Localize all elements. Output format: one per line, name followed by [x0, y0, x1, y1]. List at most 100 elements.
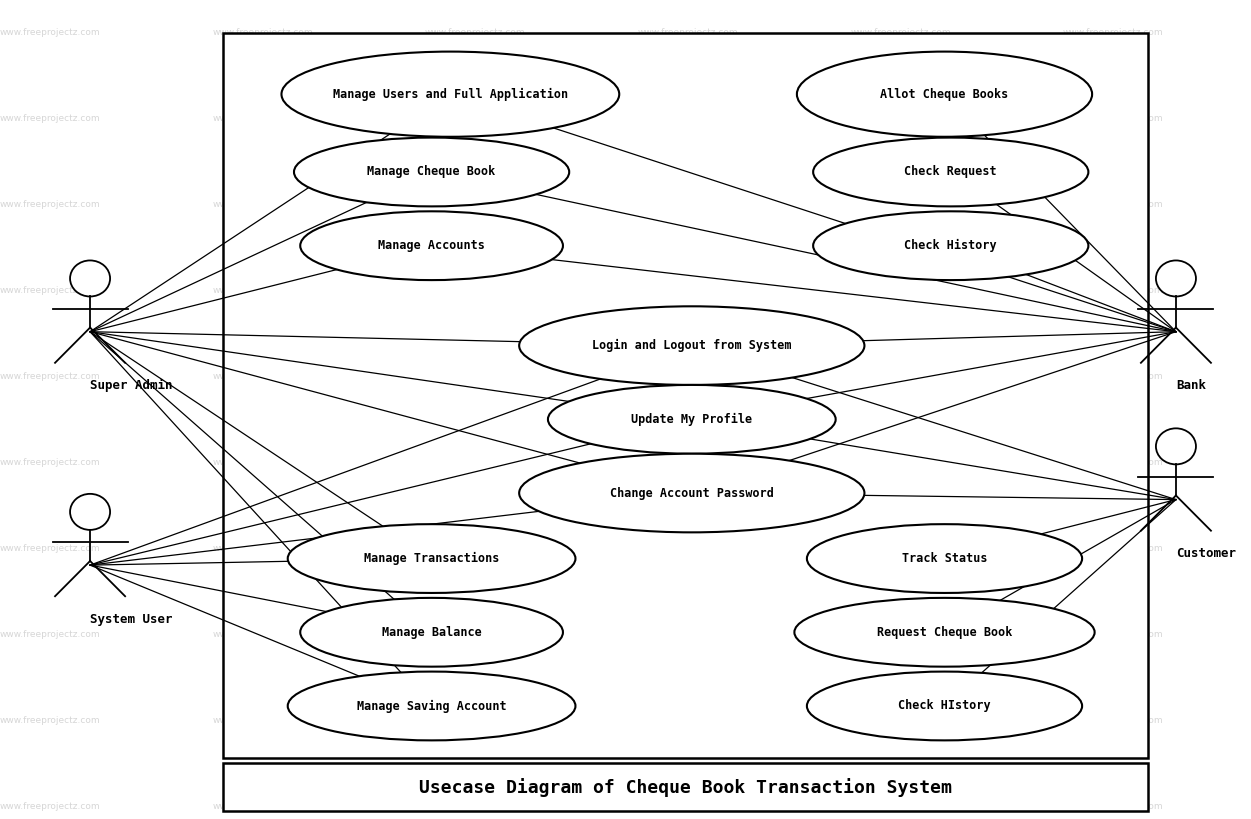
Text: www.freeprojectz.com: www.freeprojectz.com: [0, 201, 100, 209]
Text: Customer: Customer: [1176, 547, 1236, 560]
Text: Allot Cheque Books: Allot Cheque Books: [881, 88, 1008, 101]
Text: Check History: Check History: [904, 239, 997, 252]
Text: Request Cheque Book: Request Cheque Book: [877, 626, 1012, 639]
Ellipse shape: [548, 385, 836, 454]
Text: www.freeprojectz.com: www.freeprojectz.com: [425, 287, 525, 295]
Text: Manage Cheque Book: Manage Cheque Book: [368, 165, 495, 179]
Text: www.freeprojectz.com: www.freeprojectz.com: [213, 803, 313, 811]
Text: Change Account Password: Change Account Password: [610, 486, 773, 500]
Text: Bank: Bank: [1176, 379, 1206, 392]
Ellipse shape: [70, 494, 110, 530]
Text: Manage Transactions: Manage Transactions: [364, 552, 499, 565]
Text: Usecase Diagram of Cheque Book Transaction System: Usecase Diagram of Cheque Book Transacti…: [419, 777, 952, 797]
Text: www.freeprojectz.com: www.freeprojectz.com: [1063, 717, 1163, 725]
Text: Check Request: Check Request: [904, 165, 997, 179]
Text: www.freeprojectz.com: www.freeprojectz.com: [1063, 545, 1163, 553]
Text: www.freeprojectz.com: www.freeprojectz.com: [851, 803, 951, 811]
Text: www.freeprojectz.com: www.freeprojectz.com: [851, 373, 951, 381]
Text: www.freeprojectz.com: www.freeprojectz.com: [1063, 287, 1163, 295]
Text: www.freeprojectz.com: www.freeprojectz.com: [1063, 373, 1163, 381]
Text: www.freeprojectz.com: www.freeprojectz.com: [851, 545, 951, 553]
Text: www.freeprojectz.com: www.freeprojectz.com: [213, 459, 313, 467]
Ellipse shape: [70, 260, 110, 296]
Ellipse shape: [300, 211, 563, 280]
Bar: [223, 763, 1148, 811]
Ellipse shape: [807, 672, 1082, 740]
Text: www.freeprojectz.com: www.freeprojectz.com: [425, 717, 525, 725]
Text: www.freeprojectz.com: www.freeprojectz.com: [213, 717, 313, 725]
Text: www.freeprojectz.com: www.freeprojectz.com: [425, 201, 525, 209]
Text: System User: System User: [90, 613, 173, 626]
Text: www.freeprojectz.com: www.freeprojectz.com: [638, 631, 738, 639]
Text: www.freeprojectz.com: www.freeprojectz.com: [213, 373, 313, 381]
Ellipse shape: [288, 672, 575, 740]
Ellipse shape: [1156, 260, 1196, 296]
Text: www.freeprojectz.com: www.freeprojectz.com: [0, 29, 100, 37]
Text: www.freeprojectz.com: www.freeprojectz.com: [851, 631, 951, 639]
Text: www.freeprojectz.com: www.freeprojectz.com: [638, 115, 738, 123]
Text: www.freeprojectz.com: www.freeprojectz.com: [213, 115, 313, 123]
Text: www.freeprojectz.com: www.freeprojectz.com: [1063, 459, 1163, 467]
Text: www.freeprojectz.com: www.freeprojectz.com: [213, 287, 313, 295]
Text: www.freeprojectz.com: www.freeprojectz.com: [1063, 115, 1163, 123]
Text: www.freeprojectz.com: www.freeprojectz.com: [638, 459, 738, 467]
Text: www.freeprojectz.com: www.freeprojectz.com: [425, 631, 525, 639]
Text: www.freeprojectz.com: www.freeprojectz.com: [638, 545, 738, 553]
Text: Check HIstory: Check HIstory: [898, 699, 991, 713]
Text: Track Status: Track Status: [902, 552, 987, 565]
Text: www.freeprojectz.com: www.freeprojectz.com: [638, 373, 738, 381]
Ellipse shape: [797, 52, 1092, 137]
Ellipse shape: [807, 524, 1082, 593]
Ellipse shape: [281, 52, 619, 137]
Ellipse shape: [294, 138, 569, 206]
Text: Manage Saving Account: Manage Saving Account: [357, 699, 507, 713]
Text: www.freeprojectz.com: www.freeprojectz.com: [1063, 631, 1163, 639]
Ellipse shape: [300, 598, 563, 667]
Text: www.freeprojectz.com: www.freeprojectz.com: [851, 287, 951, 295]
Text: www.freeprojectz.com: www.freeprojectz.com: [425, 115, 525, 123]
Text: www.freeprojectz.com: www.freeprojectz.com: [0, 631, 100, 639]
Ellipse shape: [1156, 428, 1196, 464]
Text: www.freeprojectz.com: www.freeprojectz.com: [0, 373, 100, 381]
Text: www.freeprojectz.com: www.freeprojectz.com: [851, 459, 951, 467]
Ellipse shape: [519, 306, 864, 385]
Ellipse shape: [794, 598, 1095, 667]
Text: www.freeprojectz.com: www.freeprojectz.com: [213, 631, 313, 639]
Ellipse shape: [519, 454, 864, 532]
Ellipse shape: [288, 524, 575, 593]
Text: www.freeprojectz.com: www.freeprojectz.com: [425, 459, 525, 467]
Text: Manage Accounts: Manage Accounts: [378, 239, 485, 252]
Text: www.freeprojectz.com: www.freeprojectz.com: [638, 201, 738, 209]
Text: www.freeprojectz.com: www.freeprojectz.com: [0, 287, 100, 295]
Text: www.freeprojectz.com: www.freeprojectz.com: [1063, 803, 1163, 811]
Text: Login and Logout from System: Login and Logout from System: [592, 339, 792, 352]
Text: www.freeprojectz.com: www.freeprojectz.com: [425, 545, 525, 553]
Text: www.freeprojectz.com: www.freeprojectz.com: [638, 29, 738, 37]
Text: www.freeprojectz.com: www.freeprojectz.com: [0, 717, 100, 725]
Text: www.freeprojectz.com: www.freeprojectz.com: [425, 29, 525, 37]
Text: www.freeprojectz.com: www.freeprojectz.com: [213, 545, 313, 553]
Ellipse shape: [813, 138, 1088, 206]
Text: www.freeprojectz.com: www.freeprojectz.com: [638, 717, 738, 725]
Text: www.freeprojectz.com: www.freeprojectz.com: [1063, 201, 1163, 209]
Text: www.freeprojectz.com: www.freeprojectz.com: [213, 29, 313, 37]
Text: www.freeprojectz.com: www.freeprojectz.com: [0, 803, 100, 811]
Text: www.freeprojectz.com: www.freeprojectz.com: [425, 373, 525, 381]
Ellipse shape: [813, 211, 1088, 280]
Text: www.freeprojectz.com: www.freeprojectz.com: [213, 201, 313, 209]
Text: Super Admin: Super Admin: [90, 379, 173, 392]
Text: www.freeprojectz.com: www.freeprojectz.com: [425, 803, 525, 811]
Text: www.freeprojectz.com: www.freeprojectz.com: [638, 803, 738, 811]
Text: www.freeprojectz.com: www.freeprojectz.com: [638, 287, 738, 295]
Text: Update My Profile: Update My Profile: [632, 413, 752, 426]
Text: Manage Users and Full Application: Manage Users and Full Application: [333, 88, 568, 101]
Text: www.freeprojectz.com: www.freeprojectz.com: [0, 545, 100, 553]
Bar: [223, 33, 1148, 758]
Text: www.freeprojectz.com: www.freeprojectz.com: [851, 201, 951, 209]
Text: www.freeprojectz.com: www.freeprojectz.com: [1063, 29, 1163, 37]
Text: www.freeprojectz.com: www.freeprojectz.com: [851, 717, 951, 725]
Text: Manage Balance: Manage Balance: [382, 626, 482, 639]
Text: www.freeprojectz.com: www.freeprojectz.com: [851, 115, 951, 123]
Text: www.freeprojectz.com: www.freeprojectz.com: [0, 115, 100, 123]
Text: www.freeprojectz.com: www.freeprojectz.com: [0, 459, 100, 467]
